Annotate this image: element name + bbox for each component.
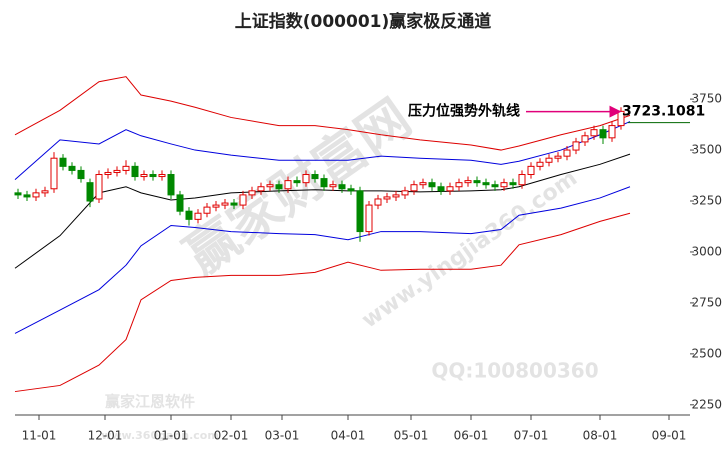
watermark: 赢家江恩软件 [105, 393, 195, 411]
candle-body [473, 180, 481, 184]
candle-body [563, 149, 571, 157]
candle-body [248, 190, 256, 196]
x-tick-label: 12-01 [88, 429, 123, 443]
x-tick-label: 11-01 [22, 429, 57, 443]
candle-body [365, 204, 373, 233]
candle-body [374, 198, 382, 206]
y-tick-label: 3500 [691, 143, 722, 157]
candle-body [140, 174, 148, 178]
candle-body [311, 174, 319, 180]
x-tick-label: 01-01 [154, 429, 189, 443]
candle-body [221, 202, 229, 206]
x-tick-label: 07-01 [514, 429, 549, 443]
band-line [14, 186, 631, 334]
candle-body [284, 180, 292, 190]
x-tick-label: 03-01 [265, 429, 300, 443]
annotation-value: 3723.1081 [622, 104, 705, 120]
candle-body [419, 182, 427, 186]
candle-body [482, 182, 490, 186]
band-line [14, 121, 631, 180]
candle-body [176, 194, 184, 212]
y-tick-label: 3000 [691, 244, 722, 258]
candle-body [554, 155, 562, 159]
y-tick-label: 3250 [691, 194, 722, 208]
candle-body [23, 194, 31, 198]
candle-body [590, 129, 598, 137]
watermark: www.360gann.com [101, 429, 219, 442]
candle-body [428, 182, 436, 188]
x-tick-label: 06-01 [454, 429, 489, 443]
candle-body [338, 184, 346, 190]
candle-body [50, 157, 58, 190]
x-tick-label: 02-01 [214, 429, 249, 443]
x-tick-label: 09-01 [652, 429, 687, 443]
candle-body [320, 178, 328, 188]
candle-body [437, 186, 445, 192]
candle-body [203, 206, 211, 214]
candle-body [401, 190, 409, 196]
candle-body [32, 192, 40, 198]
candle-body [266, 184, 274, 188]
candle-body [518, 174, 526, 186]
candle-body [392, 194, 400, 198]
candle-body [41, 190, 49, 194]
candle-body [455, 182, 463, 188]
candle-body [446, 186, 454, 192]
candle-body [257, 186, 265, 192]
x-tick-label: 04-01 [331, 429, 366, 443]
candle-body [104, 171, 112, 176]
y-tick-label: 2500 [691, 346, 722, 360]
candle-body [356, 190, 364, 233]
candle-body [572, 141, 580, 151]
band-line [14, 153, 631, 269]
x-tick-label: 05-01 [394, 429, 429, 443]
candle-body [527, 165, 535, 176]
candle-body [77, 169, 85, 180]
y-tick-label: 2750 [691, 295, 722, 309]
candle-body [347, 188, 355, 192]
candle-body [239, 194, 247, 206]
candle-body [59, 157, 67, 167]
candle-body [185, 210, 193, 220]
y-tick-label: 3750 [691, 92, 722, 106]
candle-body [536, 161, 544, 167]
candle-body [122, 165, 130, 171]
band-line [14, 76, 631, 151]
candle-body [509, 182, 517, 186]
y-tick-label: 2250 [691, 397, 722, 411]
candle-body [149, 174, 157, 178]
candle-body [167, 174, 175, 196]
x-tick-label: 08-01 [583, 429, 618, 443]
candle-body [95, 174, 103, 200]
candle-body [329, 184, 337, 188]
annotation-text: 压力位强势外轨线 [408, 103, 520, 120]
candle-body [293, 180, 301, 184]
candle-body [212, 204, 220, 208]
band-line [14, 212, 631, 393]
candle-body [194, 212, 202, 220]
candle-body [545, 157, 553, 163]
watermark: QQ:100800360 [431, 359, 598, 383]
candle-body [599, 129, 607, 139]
candle-body [230, 202, 238, 206]
candle-body [383, 196, 391, 200]
candle-body [581, 135, 589, 143]
candle-body [131, 165, 139, 178]
candle-body [275, 184, 283, 190]
candle-body [608, 125, 616, 139]
candle-body [86, 182, 94, 202]
candle-body [158, 174, 166, 178]
chart-title: 上证指数(000001)赢家极反通道 [235, 11, 492, 32]
candle-body [500, 182, 508, 188]
candle-body [68, 165, 76, 171]
candle-body [491, 184, 499, 188]
candle-body [302, 174, 310, 184]
candle-body [113, 169, 121, 173]
candle-body [410, 184, 418, 192]
candle-body [464, 180, 472, 184]
candle-body [14, 192, 22, 196]
